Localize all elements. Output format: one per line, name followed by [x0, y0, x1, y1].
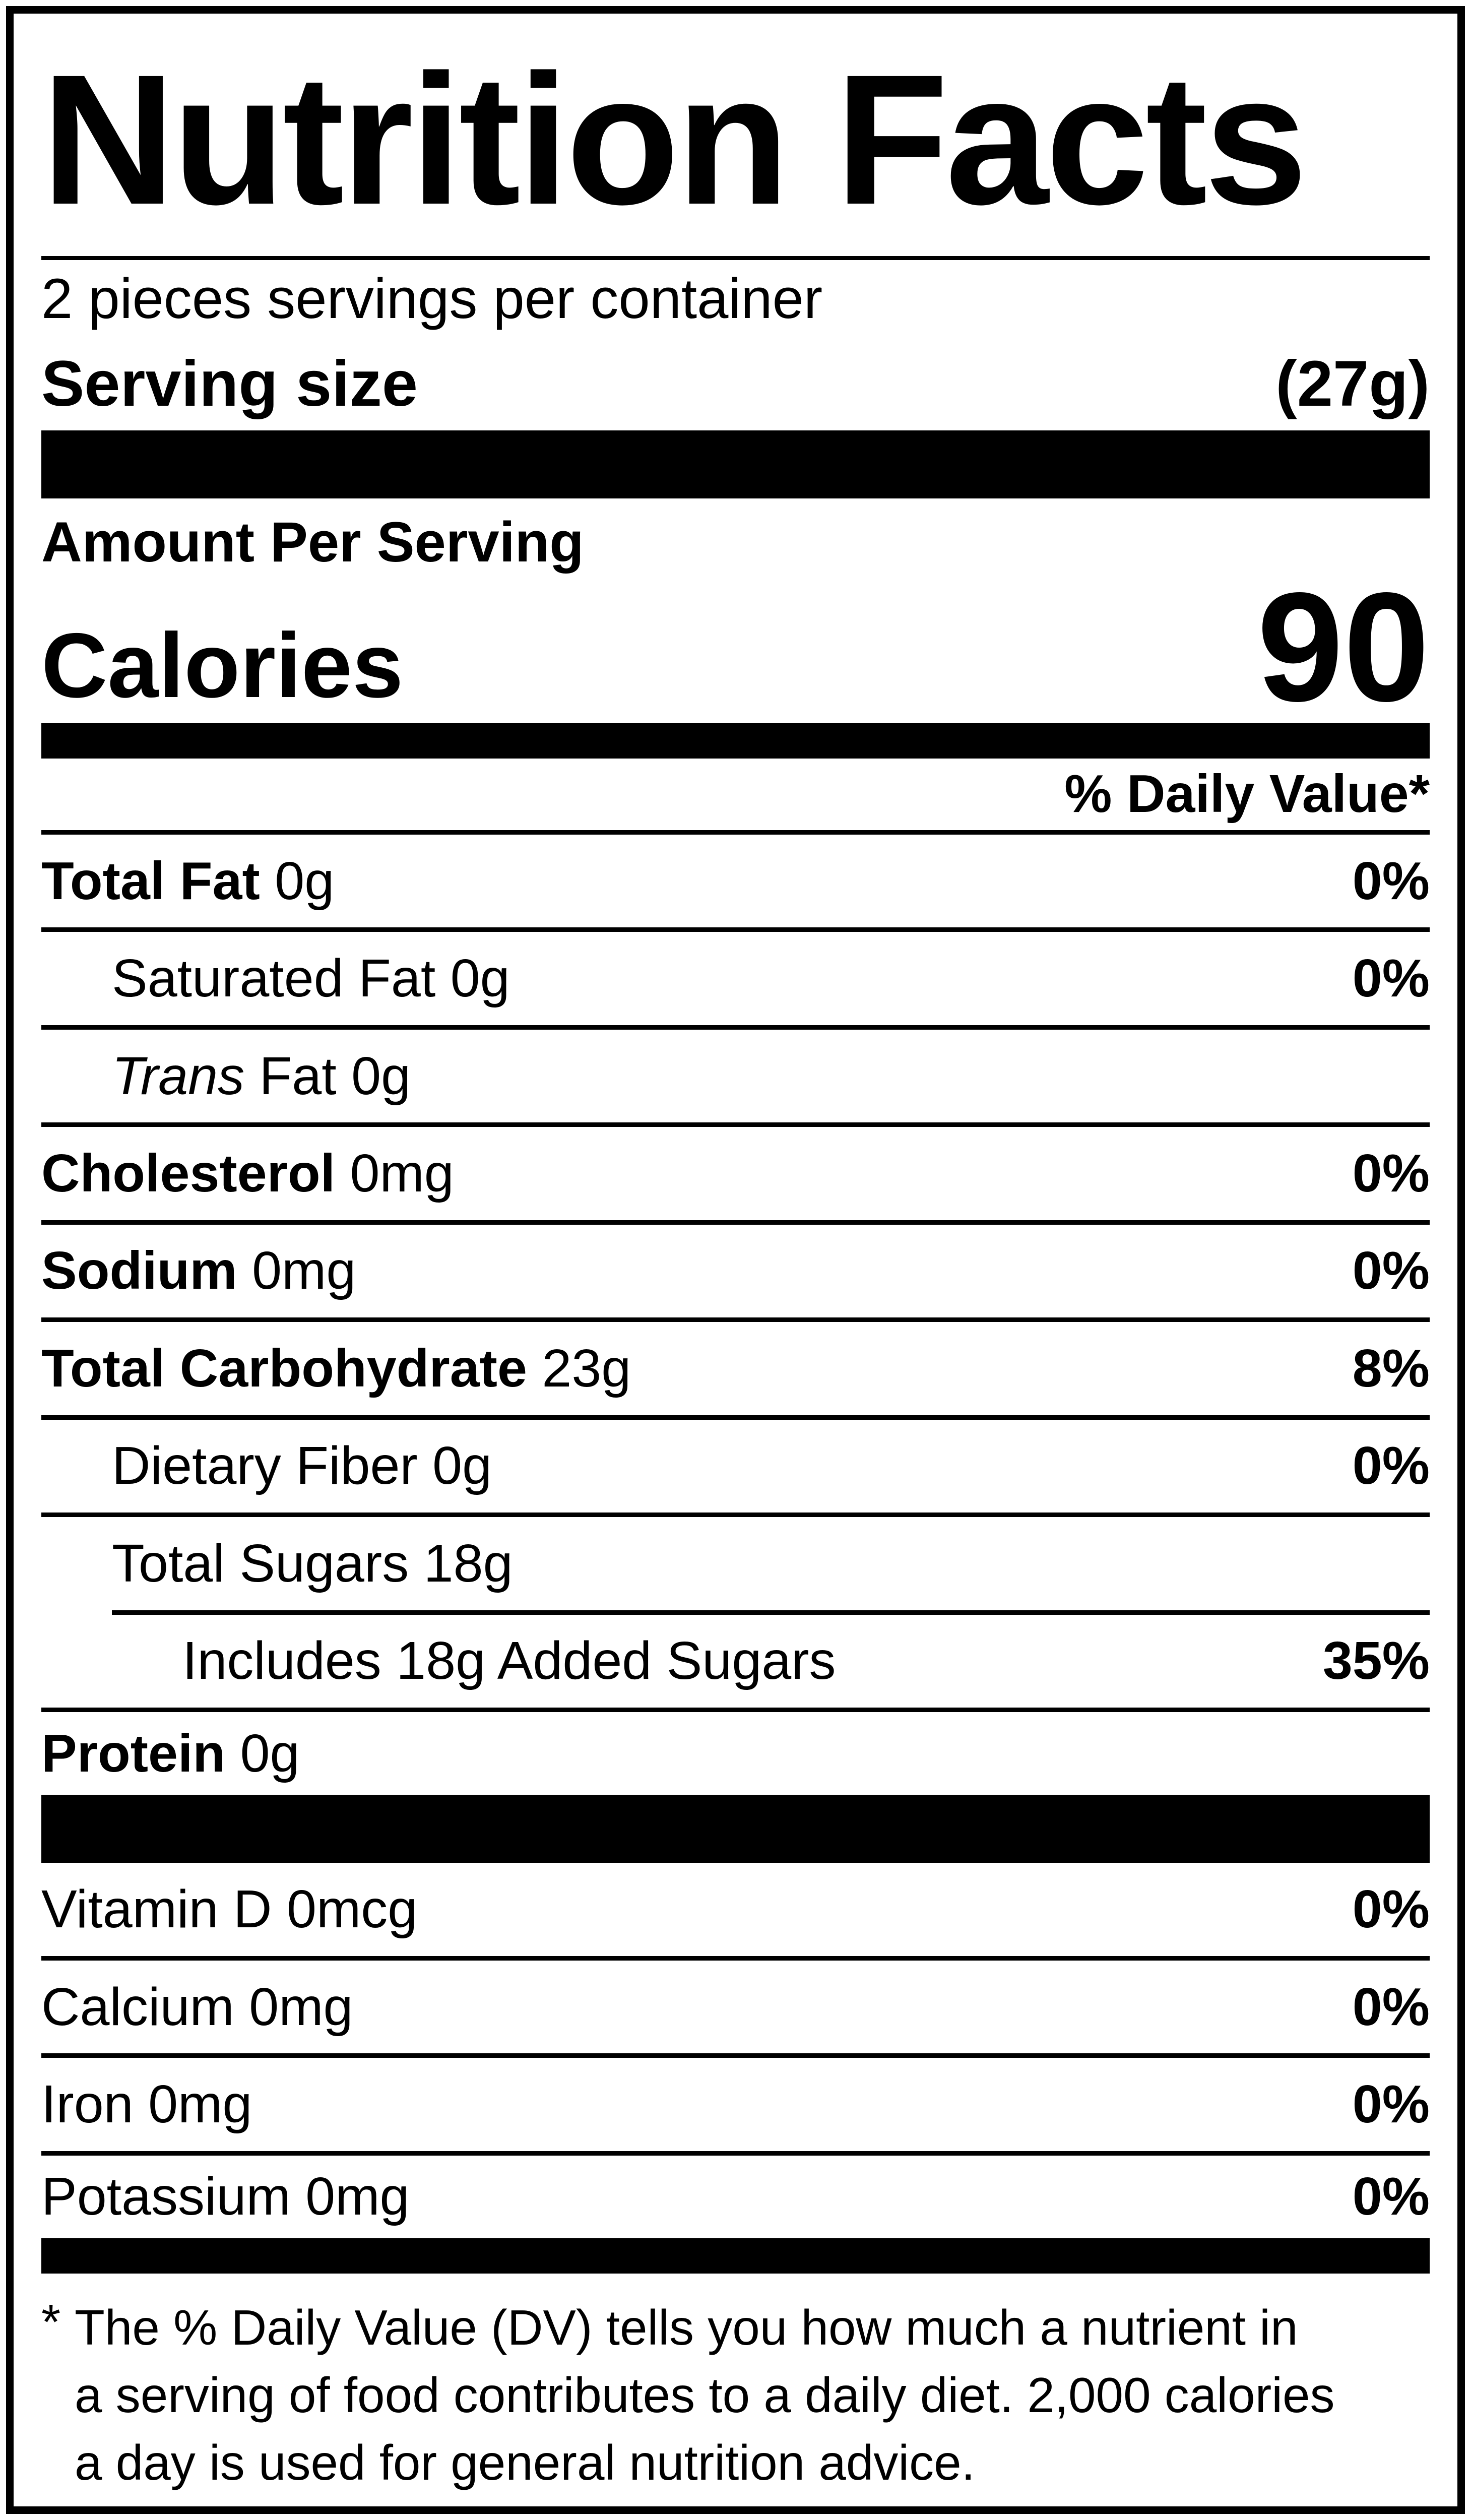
nutrient-row-dietary-fiber: Dietary Fiber 0g 0%	[41, 1420, 1430, 1518]
nutrient-row-total-carbohydrate: Total Carbohydrate 23g 8%	[41, 1322, 1430, 1420]
serving-size-label: Serving size	[41, 348, 418, 420]
nutrient-row-sodium: Sodium 0mg 0%	[41, 1225, 1430, 1322]
nutrient-text: Trans Fat 0g	[112, 1046, 411, 1106]
nutrient-row-total-fat: Total Fat 0g 0%	[41, 835, 1430, 932]
nutrient-text: Saturated Fat 0g	[112, 949, 510, 1009]
nutrient-text: Protein 0g	[41, 1723, 300, 1783]
nutrient-dv: 0%	[1352, 1436, 1430, 1496]
amount-per-serving: Amount Per Serving	[41, 511, 584, 574]
nutrient-dv: 0%	[1352, 1241, 1430, 1301]
calories-label: Calories	[41, 613, 404, 717]
footnote-asterisk: *	[41, 2294, 61, 2350]
nutrient-text: Total Fat 0g	[41, 851, 335, 911]
vitamin-row-iron: Iron 0mg 0%	[41, 2058, 1430, 2156]
nutrient-row-total-sugars: Total Sugars 18g	[112, 1517, 1430, 1615]
calories-value: 90	[1257, 560, 1430, 734]
nutrient-dv: 0%	[1352, 1143, 1430, 1203]
footnote-line: a serving of food contributes to a daily…	[75, 2367, 1335, 2423]
vitamin-dv: 0%	[1352, 2167, 1430, 2227]
thick-divider-bar	[41, 430, 1430, 498]
label-title: Nutrition Facts	[41, 21, 1430, 260]
nutrient-dv: 8%	[1352, 1338, 1430, 1398]
nutrient-text: Sodium 0mg	[41, 1241, 356, 1301]
nutrient-dv: 35%	[1322, 1631, 1430, 1691]
vitamin-row-potassium: Potassium 0mg 0%	[41, 2156, 1430, 2238]
daily-value-header: % Daily Value*	[41, 759, 1430, 835]
vitamin-text: Iron 0mg	[41, 2074, 252, 2134]
footnote-line: a day is used for general nutrition advi…	[75, 2435, 975, 2491]
nutrient-text: Total Carbohydrate 23g	[41, 1338, 631, 1398]
medium-divider-bar	[41, 723, 1430, 759]
nutrient-dv: 0%	[1352, 851, 1430, 911]
serving-size-row: Serving size (27g)	[41, 338, 1430, 430]
daily-value-footnote: * The % Daily Value (DV) tells you how m…	[41, 2294, 1430, 2496]
vitamin-row-vitamin-d: Vitamin D 0mcg 0%	[41, 1863, 1430, 1961]
vitamin-text: Vitamin D 0mcg	[41, 1879, 418, 1939]
nutrient-text: Cholesterol 0mg	[41, 1143, 454, 1203]
serving-size-value: (27g)	[1275, 348, 1430, 420]
nutrient-row-protein: Protein 0g	[41, 1712, 1430, 1795]
servings-per-container: 2 pieces servings per container	[41, 267, 823, 331]
nutrient-text: Dietary Fiber 0g	[112, 1436, 492, 1496]
vitamin-dv: 0%	[1352, 1879, 1430, 1939]
calories-row: Calories 90	[41, 560, 1430, 734]
vitamin-dv: 0%	[1352, 1977, 1430, 2037]
nutrient-text: Total Sugars 18g	[112, 1533, 513, 1593]
vitamin-text: Calcium 0mg	[41, 1977, 353, 2037]
nutrient-row-trans-fat: Trans Fat 0g	[41, 1030, 1430, 1127]
nutrition-facts-label: Nutrition Facts 2 pieces servings per co…	[6, 6, 1465, 2514]
vitamin-dv: 0%	[1352, 2074, 1430, 2134]
nutrient-row-cholesterol: Cholesterol 0mg 0%	[41, 1127, 1430, 1225]
nutrient-text: Includes 18g Added Sugars	[182, 1631, 836, 1691]
nutrient-dv: 0%	[1352, 949, 1430, 1009]
vitamin-row-calcium: Calcium 0mg 0%	[41, 1961, 1430, 2058]
thick-divider-bar	[41, 1795, 1430, 1863]
vitamin-text: Potassium 0mg	[41, 2167, 410, 2227]
medium-divider-bar	[41, 2238, 1430, 2274]
footnote-line: The % Daily Value (DV) tells you how muc…	[75, 2300, 1298, 2356]
nutrient-row-saturated-fat: Saturated Fat 0g 0%	[41, 932, 1430, 1030]
footnote-text: The % Daily Value (DV) tells you how muc…	[75, 2294, 1430, 2496]
nutrient-row-added-sugars: Includes 18g Added Sugars 35%	[41, 1615, 1430, 1713]
